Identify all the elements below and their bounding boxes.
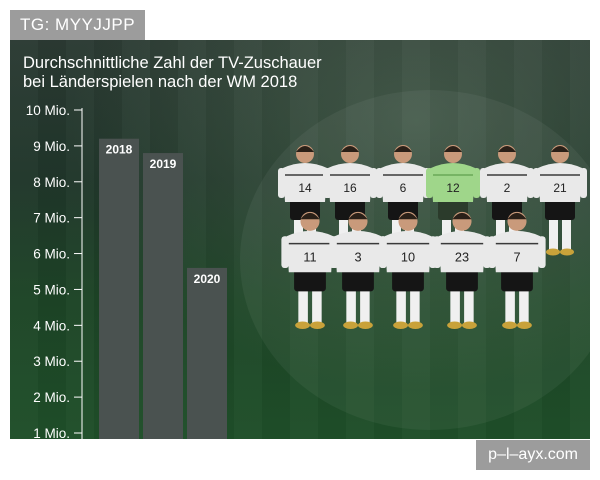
telegram-tag: TG: MYYJJPP <box>10 10 146 40</box>
bar-2019 <box>143 153 183 439</box>
player-figure: 11 <box>281 211 339 329</box>
player-number: 6 <box>400 181 407 195</box>
bar-2020 <box>187 267 227 439</box>
y-tick-label: 2 Mio. <box>33 390 70 405</box>
bars: 2018 2019 2020 <box>99 138 227 439</box>
player-figure: 2 <box>480 145 534 256</box>
y-tick-label: 7 Mio. <box>33 211 70 226</box>
y-tick-label: 5 Mio. <box>33 282 70 297</box>
player-figure: 21 <box>533 145 587 256</box>
player-figure: 10 <box>379 211 437 329</box>
site-watermark: p–l–ayx.com <box>476 440 590 470</box>
chart-svg: 14 16 6 12 2 21 11 3 10 23 7 10 Mio. 9 Mio. 8 Mio. 7 … <box>26 90 590 439</box>
y-axis: 10 Mio. 9 Mio. 8 Mio. 7 Mio. 6 Mio. 5 Mio. 4 M… <box>26 103 83 439</box>
bar-label-2019: 2019 <box>150 157 177 171</box>
player-number: 23 <box>455 250 469 265</box>
bar-label-2018: 2018 <box>106 143 133 157</box>
y-tick-label: 1 Mio. <box>33 426 70 439</box>
y-tick-label: 8 Mio. <box>33 175 70 190</box>
player-number: 11 <box>303 250 316 265</box>
player-number: 3 <box>354 250 361 265</box>
player-number: 10 <box>401 250 415 265</box>
chart-panel: 14 16 6 12 2 21 11 3 10 23 7 10 Mio. 9 Mio. 8 Mio. 7 … <box>10 40 590 439</box>
chart-title: Durchschnittliche Zahl der TV-Zuschauer … <box>23 54 322 92</box>
player-number: 12 <box>446 181 460 195</box>
y-tick-label: 4 Mio. <box>33 318 70 333</box>
bar-2018 <box>99 138 139 439</box>
y-tick-label: 10 Mio. <box>26 103 70 118</box>
player-figure: 7 <box>488 211 546 329</box>
team-photo: 14 16 6 12 2 21 11 3 10 23 7 <box>240 90 590 430</box>
player-number: 21 <box>553 181 567 195</box>
player-number: 7 <box>513 250 520 265</box>
chart-title-line-1: Durchschnittliche Zahl der TV-Zuschauer <box>23 54 322 72</box>
player-number: 14 <box>298 181 312 195</box>
y-tick-label: 3 Mio. <box>33 354 70 369</box>
bar-label-2020: 2020 <box>194 272 221 286</box>
chart-title-line-2: bei Länderspielen nach der WM 2018 <box>23 73 298 91</box>
player-number: 16 <box>343 181 357 195</box>
y-tick-label: 9 Mio. <box>33 139 70 154</box>
player-number: 2 <box>504 181 511 195</box>
y-tick-label: 6 Mio. <box>33 247 70 262</box>
